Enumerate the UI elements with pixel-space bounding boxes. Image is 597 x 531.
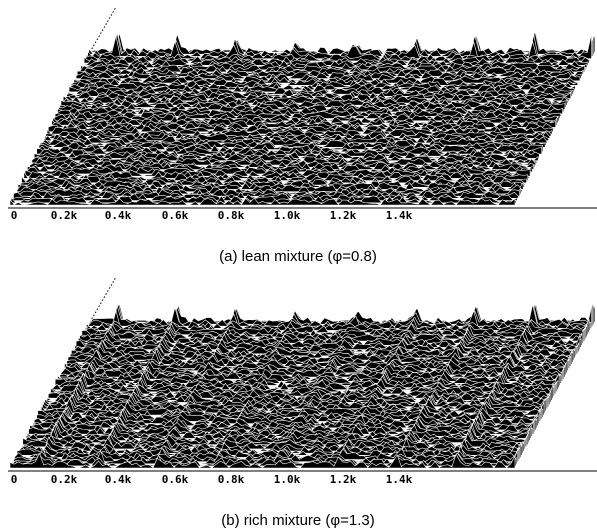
trace — [9, 197, 516, 206]
trace — [23, 170, 530, 179]
trace — [72, 339, 578, 355]
trace — [53, 113, 560, 122]
tick-label: 0.6k — [162, 209, 189, 222]
tick-label: 0.8k — [218, 473, 245, 486]
trace — [56, 369, 562, 384]
waterfall — [9, 6, 596, 206]
trace — [13, 191, 519, 199]
tick-label: 0.6k — [162, 473, 189, 486]
tick-label: 1.4k — [386, 209, 413, 222]
tick-label: 1.2k — [330, 209, 357, 222]
trace — [39, 397, 546, 414]
tick-label: 1.2k — [330, 473, 357, 486]
trace — [50, 378, 556, 395]
trace — [36, 146, 543, 155]
depth-axis — [89, 276, 117, 323]
trace — [42, 395, 548, 410]
trace — [88, 30, 595, 55]
trace — [53, 372, 560, 389]
tick-label: 0 — [11, 209, 18, 222]
tick-label: 0.4k — [105, 209, 132, 222]
tick-label: 0.2k — [51, 473, 78, 486]
trace — [10, 452, 517, 467]
trace — [13, 447, 519, 462]
trace — [33, 408, 540, 424]
trace — [17, 181, 524, 190]
tick-label: 0 — [11, 473, 18, 486]
tick-label: 0.8k — [218, 209, 245, 222]
trace — [71, 341, 577, 357]
trace — [78, 66, 584, 75]
trace — [9, 452, 516, 469]
tick-label: 1.4k — [386, 473, 413, 486]
trace — [78, 328, 584, 344]
trace — [32, 410, 539, 426]
trace — [20, 435, 526, 450]
trace — [21, 431, 527, 448]
trace — [15, 442, 522, 458]
trace — [81, 60, 588, 69]
trace — [72, 77, 578, 86]
caption: (b) rich mixture (φ=1.3) — [221, 512, 375, 529]
trace — [82, 57, 589, 66]
caption: (a) lean mixture (φ=0.8) — [219, 248, 377, 265]
tick-label: 1.0k — [274, 473, 301, 486]
trace — [18, 436, 525, 452]
waterfall — [9, 276, 596, 469]
tick-label: 0.2k — [51, 209, 78, 222]
tick-label: 1.0k — [274, 209, 301, 222]
depth-axis — [89, 6, 117, 53]
trace — [40, 137, 547, 146]
trace — [37, 144, 544, 153]
tick-label: 0.4k — [105, 473, 132, 486]
trace — [28, 419, 534, 435]
trace — [30, 416, 537, 431]
